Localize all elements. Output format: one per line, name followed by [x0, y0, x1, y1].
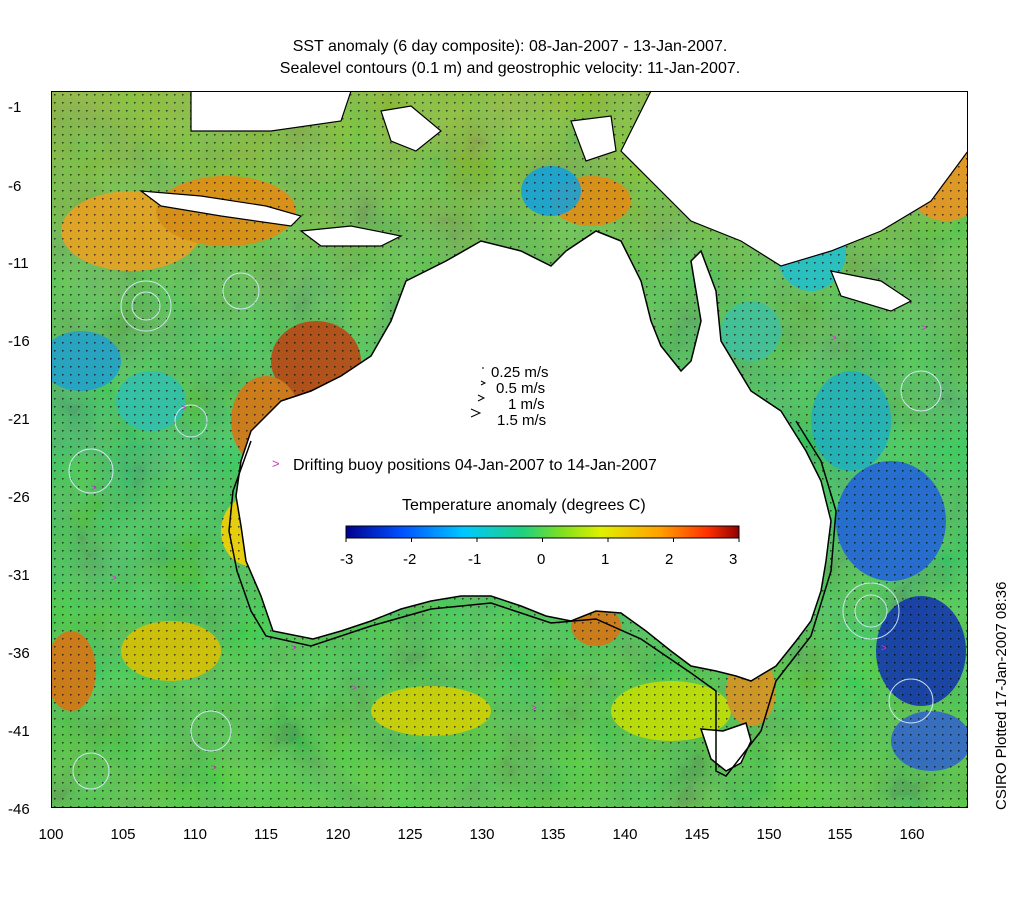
x-tick-label: 115	[254, 826, 278, 843]
x-tick-label: 125	[397, 826, 423, 843]
svg-text:>: >	[921, 323, 927, 334]
velocity-legend-label: 1 m/s	[508, 396, 545, 413]
x-tick-label: 100	[38, 826, 64, 843]
y-tick-label: -31	[8, 567, 30, 584]
colorbar-tick: 0	[537, 551, 546, 568]
chart-title-line-2: Sealevel contours (0.1 m) and geostrophi…	[279, 60, 741, 77]
svg-text:>: >	[91, 483, 97, 494]
x-tick-label: 130	[469, 826, 495, 843]
colorbar-tick: -2	[403, 551, 417, 568]
svg-text:>: >	[211, 763, 217, 774]
svg-text:>: >	[291, 643, 297, 654]
australia-landmass	[235, 230, 832, 682]
x-tick-label: 120	[325, 826, 351, 843]
colorbar-tick: 3	[729, 551, 738, 568]
y-tick-label: -6	[8, 178, 22, 195]
x-tick-label: 105	[110, 826, 136, 843]
y-tick-label: -46	[8, 801, 30, 818]
buoy-legend-label: Drifting buoy positions 04-Jan-2007 to 1…	[293, 457, 657, 474]
sst-anomaly-map: > > > > > > > > > >	[51, 91, 968, 808]
northern-islands	[138, 91, 968, 312]
y-tick-label: -21	[8, 411, 30, 428]
colorbar-tick: 1	[601, 551, 610, 568]
y-tick-label: -1	[8, 99, 22, 116]
x-tick-label: 150	[756, 826, 782, 843]
velocity-legend-label: 1.5 m/s	[497, 412, 547, 429]
colorbar-tick: 2	[665, 551, 674, 568]
svg-text:>: >	[881, 643, 887, 654]
velocity-legend-label: 0.5 m/s	[496, 380, 546, 397]
svg-text:>: >	[181, 403, 187, 414]
y-tick-label: -11	[8, 255, 29, 272]
svg-text:>: >	[831, 333, 837, 344]
csiro-plot-stamp: CSIRO Plotted 17-Jan-2007 08:36	[993, 581, 1010, 810]
x-tick-label: 135	[540, 826, 566, 843]
velocity-legend-label: 0.25 m/s	[491, 364, 549, 381]
x-tick-label: 140	[612, 826, 638, 843]
x-tick-label: 145	[684, 826, 710, 843]
y-tick-label: -16	[8, 333, 30, 350]
x-tick-label: 155	[827, 826, 853, 843]
y-tick-label: -41	[8, 723, 30, 740]
y-tick-label: -36	[8, 645, 30, 662]
svg-text:>: >	[531, 703, 537, 714]
colorbar-tick: -3	[340, 551, 354, 568]
colorbar-title: Temperature anomaly (degrees C)	[402, 497, 646, 514]
x-tick-label: 110	[183, 826, 207, 843]
buoy-legend-marker: >	[272, 456, 280, 471]
x-tick-label: 160	[899, 826, 925, 843]
y-tick-label: -26	[8, 489, 30, 506]
velocity-legend-arrows	[470, 367, 487, 418]
svg-text:>: >	[351, 683, 357, 694]
colorbar-tick: -1	[468, 551, 482, 568]
shelf-contour-line	[228, 420, 837, 777]
drifting-buoy-markers: > > > > > > > > > >	[91, 323, 927, 774]
sealevel-contours	[68, 272, 942, 790]
chart-title-line-1: SST anomaly (6 day composite): 08-Jan-20…	[292, 38, 728, 55]
svg-text:>: >	[111, 573, 117, 584]
colorbar	[345, 525, 740, 542]
